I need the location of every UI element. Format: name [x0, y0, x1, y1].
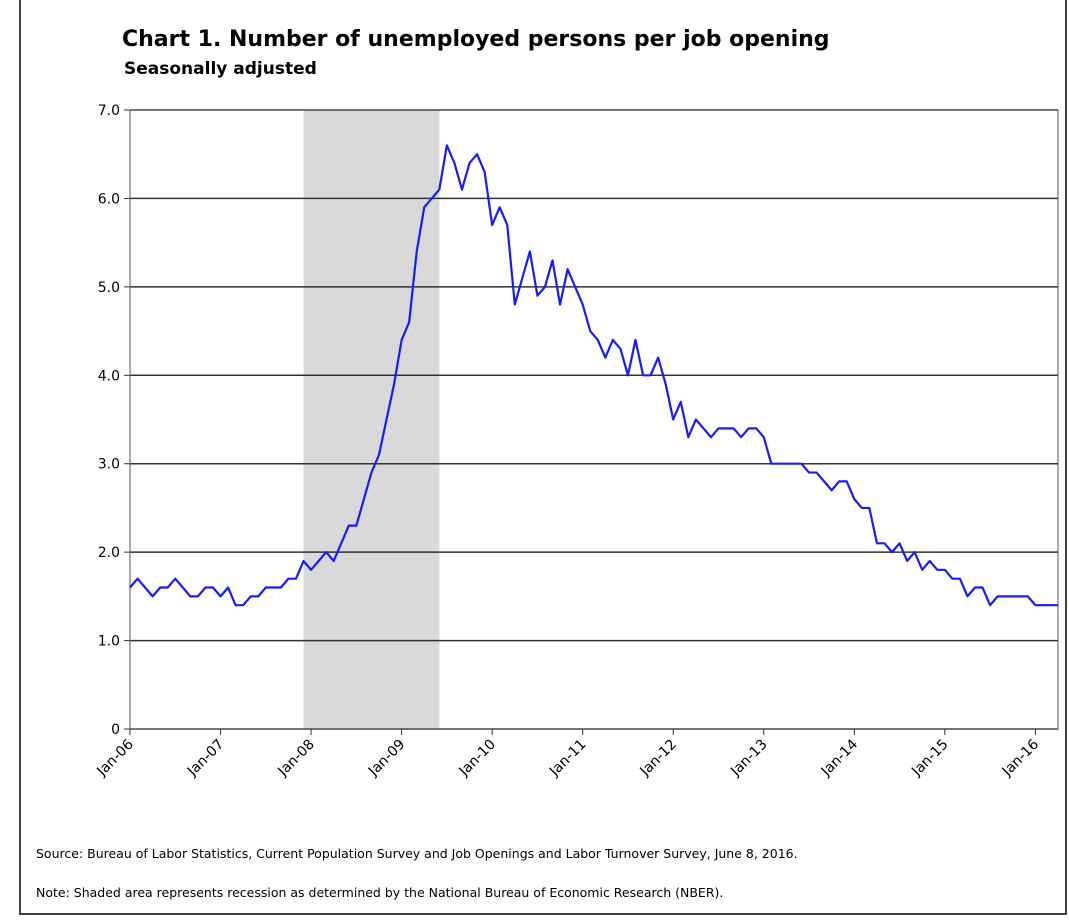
recession-shading: [303, 110, 440, 729]
data-line: [129, 144, 1058, 607]
y-tick-label: 6.0: [98, 191, 120, 207]
y-tick-label: 0: [111, 722, 120, 738]
y-tick-label: 4.0: [98, 368, 120, 384]
y-tick-label: 3.0: [98, 457, 120, 473]
y-tick-label: 2.0: [98, 545, 120, 561]
chart-title: Chart 1. Number of unemployed persons pe…: [122, 27, 830, 52]
source-note: Source: Bureau of Labor Statistics, Curr…: [36, 846, 798, 861]
y-tick-label: 1.0: [98, 634, 120, 650]
plot-area: [130, 110, 1058, 729]
y-tick-label: 7.0: [98, 103, 120, 119]
y-tick-label: 5.0: [98, 280, 120, 296]
chart-subtitle: Seasonally adjusted: [124, 59, 317, 79]
footnote: Note: Shaded area represents recession a…: [36, 885, 723, 900]
plot-border: [129, 109, 1059, 730]
